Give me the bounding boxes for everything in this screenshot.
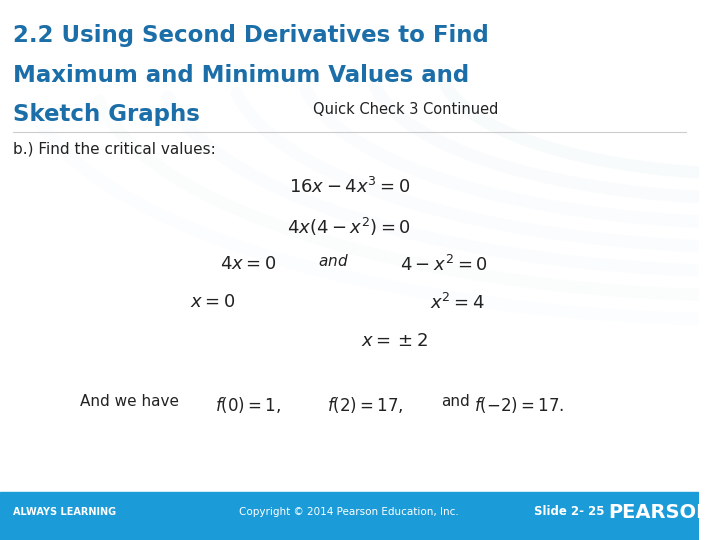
Text: Slide 2- 25: Slide 2- 25: [534, 505, 605, 518]
Text: And we have: And we have: [81, 394, 179, 409]
Text: $f\left(-2\right)=17.$: $f\left(-2\right)=17.$: [474, 395, 564, 415]
Text: ALWAYS LEARNING: ALWAYS LEARNING: [12, 507, 116, 517]
Text: Sketch Graphs: Sketch Graphs: [12, 103, 199, 126]
Text: $f\left(2\right)=17,$: $f\left(2\right)=17,$: [327, 395, 404, 415]
Text: $4 - x^2 = 0$: $4 - x^2 = 0$: [400, 255, 487, 275]
Text: $\mathit{and}$: $\mathit{and}$: [318, 253, 348, 269]
Text: $x^2 = 4$: $x^2 = 4$: [430, 293, 485, 313]
Text: $f\left(0\right)=1,$: $f\left(0\right)=1,$: [215, 395, 282, 415]
Text: $x = \pm 2$: $x = \pm 2$: [361, 332, 428, 350]
Bar: [0, 492, 698, 540]
Text: Copyright © 2014 Pearson Education, Inc.: Copyright © 2014 Pearson Education, Inc.: [239, 507, 459, 517]
Text: and: and: [441, 394, 470, 409]
Text: $x = 0$: $x = 0$: [190, 293, 235, 310]
Text: Quick Check 3 Continued: Quick Check 3 Continued: [313, 102, 498, 117]
Text: Maximum and Minimum Values and: Maximum and Minimum Values and: [12, 64, 469, 87]
Text: 2.2 Using Second Derivatives to Find: 2.2 Using Second Derivatives to Find: [12, 24, 488, 48]
Text: $16x - 4x^3 = 0$: $16x - 4x^3 = 0$: [289, 177, 410, 197]
Text: PEARSON: PEARSON: [608, 503, 712, 523]
Text: b.) Find the critical values:: b.) Find the critical values:: [12, 141, 215, 157]
Text: $4x = 0$: $4x = 0$: [220, 255, 276, 273]
Text: $4x\left(4 - x^2\right) = 0$: $4x\left(4 - x^2\right) = 0$: [287, 216, 411, 238]
